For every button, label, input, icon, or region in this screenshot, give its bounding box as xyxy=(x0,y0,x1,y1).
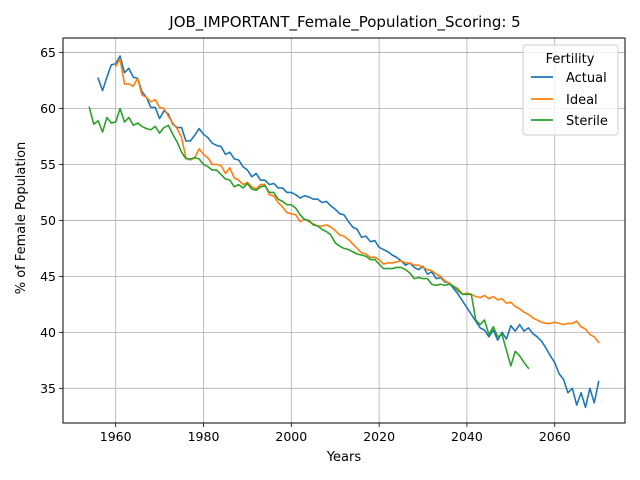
series-line-ideal xyxy=(114,58,600,344)
x-tick-label: 2060 xyxy=(539,429,571,444)
legend-title: Fertility xyxy=(546,52,595,67)
plot-frame xyxy=(62,37,626,424)
x-tick-label: 2000 xyxy=(275,429,307,444)
y-axis: 35 40 45 50 55 60 65 xyxy=(40,45,63,396)
series-lines xyxy=(88,55,600,409)
x-tick-label: 1980 xyxy=(188,429,220,444)
legend-box xyxy=(522,44,619,136)
y-tick-label: 50 xyxy=(40,213,56,228)
y-tick-label: 45 xyxy=(40,269,56,284)
y-tick-label: 65 xyxy=(40,45,56,60)
series-line-actual xyxy=(97,55,600,409)
y-tick-label: 35 xyxy=(40,381,56,396)
x-tick-label: 2020 xyxy=(363,429,395,444)
legend: Fertility Actual Ideal Sterile xyxy=(522,44,619,136)
y-tick-label: 55 xyxy=(40,157,56,172)
x-tick-label: 2040 xyxy=(451,429,483,444)
legend-label-sterile: Sterile xyxy=(566,114,608,129)
y-axis-label: % of Female Population xyxy=(14,142,29,295)
legend-label-actual: Actual xyxy=(566,71,607,86)
legend-label-ideal: Ideal xyxy=(566,93,598,108)
x-tick-label: 1960 xyxy=(100,429,132,444)
x-axis-label: Years xyxy=(326,450,362,465)
series-line-sterile xyxy=(88,106,530,370)
x-axis: 1960 1980 2000 2020 2040 2060 xyxy=(100,423,571,444)
y-tick-label: 40 xyxy=(40,325,56,340)
y-tick-label: 60 xyxy=(40,101,56,116)
chart-title: JOB_IMPORTANT_Female_Population_Scoring:… xyxy=(168,13,520,32)
